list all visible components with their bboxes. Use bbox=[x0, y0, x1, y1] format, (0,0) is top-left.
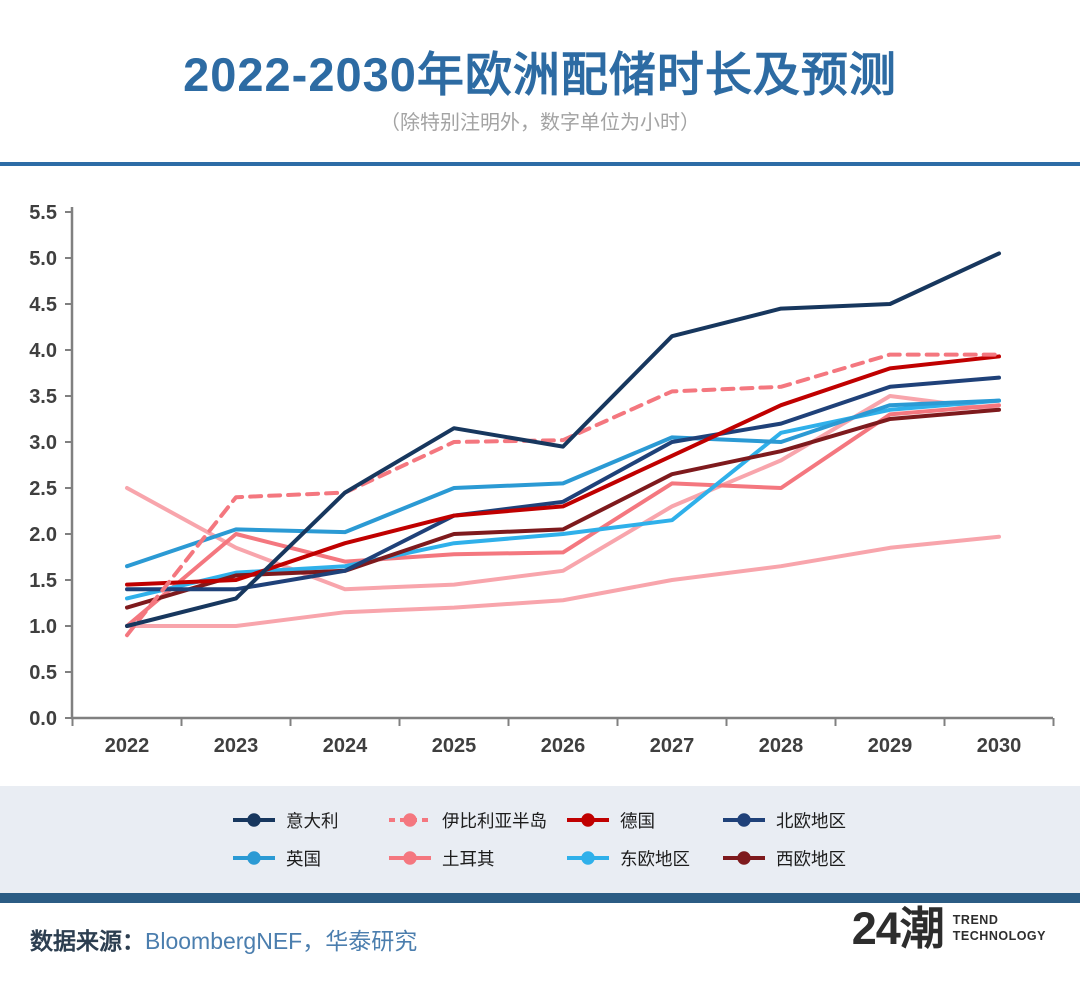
y-tick-label: 3.0 bbox=[29, 432, 57, 454]
header-divider bbox=[0, 162, 1080, 166]
logo-subtext-line2: TECHNOLOGY bbox=[952, 928, 1046, 943]
legend-item-英国: 英国 bbox=[232, 848, 321, 869]
legend-item-意大利: 意大利 bbox=[232, 810, 339, 831]
legend-label: 意大利 bbox=[286, 810, 339, 831]
y-tick-label: 0.5 bbox=[29, 662, 57, 684]
y-tick-label: 5.5 bbox=[29, 202, 57, 224]
x-tick-label: 2030 bbox=[977, 735, 1022, 757]
legend-label: 北欧地区 bbox=[776, 810, 846, 831]
logo-subtext-line1: TREND bbox=[952, 912, 999, 927]
brand-logo: 24潮 TREND TECHNOLOGY bbox=[852, 906, 1046, 951]
legend-item-德国: 德国 bbox=[566, 810, 655, 831]
y-tick-label: 3.5 bbox=[29, 386, 57, 408]
series-line-土耳其 bbox=[125, 403, 1001, 628]
legend-item-北欧地区: 北欧地区 bbox=[722, 810, 846, 831]
legend-marker-icon bbox=[389, 851, 431, 865]
legend-marker-icon bbox=[567, 851, 609, 865]
legend-item-伊比利亚半岛: 伊比利亚半岛 bbox=[388, 810, 547, 831]
line-chart: 0.0 0.5 1.0 1.5 2.0 2.5 3.0 3.5 4.0 4.5 5.0 5.5 2022… bbox=[29, 202, 1055, 757]
x-tick-label: 2024 bbox=[323, 735, 368, 757]
data-source-label: 数据来源： bbox=[30, 928, 145, 954]
legend-label: 西欧地区 bbox=[776, 848, 846, 869]
y-tick-label: 2.5 bbox=[29, 478, 57, 500]
y-tick-label: 5.0 bbox=[29, 248, 57, 270]
chart-legend: 意大利 伊比利亚半岛 德国 北欧地区英国 土耳其 东欧地区 西欧地区 bbox=[0, 786, 1080, 893]
legend-item-东欧地区: 东欧地区 bbox=[566, 848, 690, 869]
legend-marker-icon bbox=[567, 813, 609, 827]
legend-marker-icon bbox=[233, 813, 275, 827]
y-tick-label: 2.0 bbox=[29, 524, 57, 546]
x-tick-label: 2029 bbox=[868, 735, 913, 757]
legend-label: 伊比利亚半岛 bbox=[442, 810, 547, 831]
legend-marker-icon bbox=[723, 813, 765, 827]
y-tick-label: 4.0 bbox=[29, 340, 57, 362]
legend-item-土耳其: 土耳其 bbox=[388, 848, 495, 869]
series-line-西欧地区 bbox=[125, 407, 1001, 610]
legend-label: 英国 bbox=[286, 848, 321, 869]
legend-marker-icon bbox=[723, 851, 765, 865]
y-tick-label: 1.0 bbox=[29, 616, 57, 638]
legend-label: 土耳其 bbox=[442, 848, 495, 869]
legend-marker-icon bbox=[233, 851, 275, 865]
series-line-意大利 bbox=[125, 251, 1001, 628]
x-tick-label: 2028 bbox=[759, 735, 804, 757]
series-line-unlabeled-pink bbox=[125, 534, 1001, 628]
y-tick-label: 4.5 bbox=[29, 294, 57, 316]
y-tick-label: 0.0 bbox=[29, 708, 57, 730]
legend-label: 东欧地区 bbox=[620, 848, 690, 869]
series-line-北欧地区 bbox=[125, 375, 1001, 592]
footer-divider-band bbox=[0, 893, 1080, 903]
data-source-text: BloombergNEF，华泰研究 bbox=[145, 928, 418, 954]
legend-label: 德国 bbox=[620, 810, 655, 831]
logo-subtext: TREND TECHNOLOGY bbox=[953, 913, 1046, 944]
legend-item-西欧地区: 西欧地区 bbox=[722, 848, 846, 869]
legend-marker-icon bbox=[389, 813, 431, 827]
data-source: 数据来源：BloombergNEF，华泰研究 bbox=[30, 922, 417, 956]
page-subtitle: （除特别注明外，数字单位为小时） bbox=[380, 112, 700, 134]
y-tick-label: 1.5 bbox=[29, 570, 57, 592]
logo-24chao-icon: 24潮 bbox=[851, 903, 945, 954]
x-tick-label: 2023 bbox=[214, 735, 259, 757]
page-title: 2022-2030年欧洲配储时长及预测 bbox=[183, 48, 897, 101]
series-line-英国 bbox=[125, 398, 1001, 569]
series-line-德国 bbox=[125, 354, 1001, 587]
chart-area: 0.0 0.5 1.0 1.5 2.0 2.5 3.0 3.5 4.0 4.5 5.0 5.5 2022… bbox=[0, 170, 1080, 790]
series-line-伊比利亚半岛 bbox=[125, 352, 1001, 638]
x-tick-label: 2025 bbox=[432, 735, 477, 757]
x-tick-label: 2026 bbox=[541, 735, 586, 757]
x-tick-label: 2027 bbox=[650, 735, 695, 757]
x-tick-label: 2022 bbox=[105, 735, 150, 757]
